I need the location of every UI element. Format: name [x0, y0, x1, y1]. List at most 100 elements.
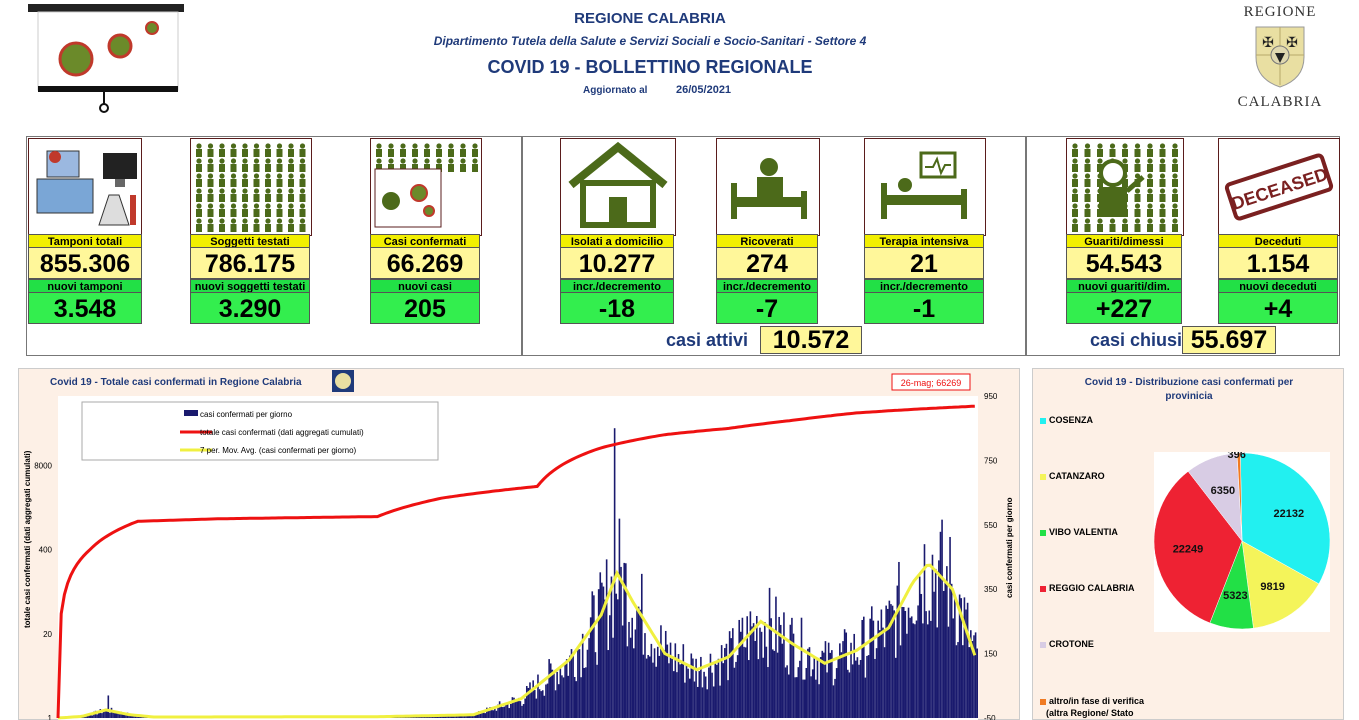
daily-bar: [714, 662, 717, 718]
person-icon: [265, 218, 271, 232]
daily-bar: [585, 667, 587, 718]
daily-bar: [709, 653, 712, 718]
person-icon: [1172, 158, 1178, 172]
daily-bar: [717, 658, 720, 718]
daily-bar: [128, 715, 130, 718]
person-icon: [288, 188, 294, 202]
daily-bar: [548, 659, 550, 718]
terapia-sub-value: -1: [864, 292, 984, 324]
person-icon: [1172, 203, 1178, 217]
person-icon: [265, 188, 271, 202]
daily-bar: [109, 712, 111, 718]
daily-bar: [888, 600, 891, 718]
daily-bar: [850, 642, 852, 718]
daily-bar: [508, 708, 511, 718]
daily-bar: [594, 652, 597, 718]
deceduti-sub-label: nuovi deceduti: [1218, 279, 1338, 293]
daily-bar: [688, 678, 691, 718]
people-grid-icon: [190, 138, 312, 236]
daily-bar: [502, 707, 504, 718]
daily-bar: [468, 715, 471, 718]
daily-bar: [543, 695, 546, 718]
person-icon: [196, 203, 202, 217]
daily-bar: [617, 599, 619, 718]
daily-bar: [546, 683, 549, 718]
daily-bar: [733, 667, 736, 718]
daily-bar: [680, 663, 683, 718]
pie-legend-swatch: [1040, 474, 1046, 480]
deceduti-label: Deceduti: [1218, 234, 1338, 248]
daily-bar: [436, 716, 439, 718]
guariti-label: Guariti/dimessi: [1066, 234, 1182, 248]
person-icon: [376, 158, 382, 172]
daily-bar: [942, 590, 945, 718]
updated-date: 26/05/2021: [676, 84, 732, 96]
daily-bar: [474, 713, 477, 718]
pie-legend-label: (altra Regione/ Stato: [1046, 708, 1134, 718]
daily-bar: [701, 687, 704, 718]
daily-bar: [938, 560, 940, 718]
daily-bar: [949, 536, 951, 718]
pie-value-label: 22249: [1173, 544, 1204, 556]
person-icon: [242, 188, 248, 202]
daily-bar: [640, 573, 643, 718]
daily-bar: [105, 708, 108, 718]
person-icon: [242, 158, 248, 172]
person-icon: [1084, 143, 1091, 157]
soggetti-sub-label: nuovi soggetti testati: [190, 279, 310, 293]
daily-bar: [471, 715, 474, 718]
person-icon: [376, 143, 382, 157]
daily-bar: [538, 689, 541, 718]
virus-illustration: [28, 4, 186, 114]
daily-bar: [878, 630, 881, 718]
daily-bar: [722, 663, 725, 718]
daily-bar: [433, 716, 435, 718]
daily-bar: [94, 710, 97, 718]
daily-bar: [840, 652, 843, 718]
daily-bar: [482, 712, 485, 718]
right-tick-label: -50: [984, 714, 996, 720]
daily-bar: [931, 554, 934, 718]
daily-bar: [639, 609, 641, 718]
active-cases-label: casi attivi: [666, 330, 749, 350]
department-subtitle: Dipartimento Tutela della Salute e Servi…: [433, 34, 867, 48]
daily-bar: [918, 576, 921, 718]
person-icon: [1109, 143, 1116, 157]
daily-bar: [481, 712, 483, 718]
person-icon: [1134, 218, 1141, 232]
ricoverati-sub-value: -7: [716, 292, 818, 324]
daily-bar: [944, 580, 947, 718]
daily-bar: [890, 604, 892, 718]
daily-bar: [762, 657, 764, 718]
daily-bar: [867, 655, 870, 718]
daily-bar: [882, 627, 884, 718]
daily-bar: [652, 662, 654, 718]
daily-bar: [85, 716, 87, 718]
daily-bar: [647, 654, 649, 718]
daily-bar: [99, 709, 102, 718]
right-tick-label: 350: [984, 585, 998, 594]
daily-bar: [692, 658, 694, 718]
daily-bar: [894, 657, 897, 718]
daily-bar: [845, 632, 848, 718]
daily-bar: [577, 649, 579, 718]
left-tick-label: 20: [43, 630, 52, 639]
right-axis-label: casi confermati per giorno: [1005, 497, 1014, 598]
daily-bar: [671, 658, 673, 718]
daily-bar: [800, 617, 803, 718]
daily-bar: [727, 680, 729, 718]
daily-bar: [807, 648, 809, 718]
daily-bar: [965, 609, 967, 718]
daily-bar: [831, 650, 833, 718]
daily-bar: [815, 679, 817, 718]
person-icon: [1134, 203, 1141, 217]
daily-bar: [107, 695, 110, 718]
person-icon: [288, 158, 294, 172]
person-icon: [1134, 188, 1141, 202]
daily-bar: [687, 668, 689, 718]
daily-bar: [821, 650, 824, 718]
daily-bar: [497, 704, 499, 718]
daily-bar: [759, 627, 761, 718]
daily-bar: [818, 684, 820, 718]
daily-bar: [823, 652, 825, 718]
